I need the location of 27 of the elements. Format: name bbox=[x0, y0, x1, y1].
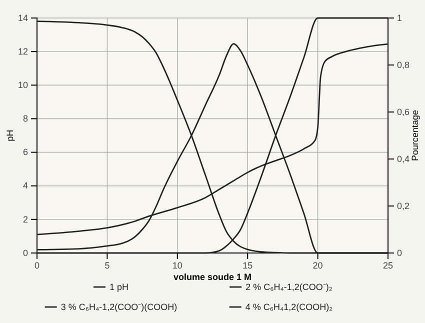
y2-tick-label: 0,6 bbox=[397, 106, 410, 117]
y-tick-label: 4 bbox=[22, 180, 28, 191]
legend-label: 4 % C₆H₄1,2(COOH)₂ bbox=[245, 302, 334, 312]
x-tick-label: 5 bbox=[104, 260, 110, 270]
x-tick-label: 25 bbox=[382, 260, 394, 270]
y2-tick-label: 0,8 bbox=[397, 60, 410, 70]
y2-tick-label: 0,2 bbox=[397, 200, 410, 211]
x-tick-label: 10 bbox=[172, 260, 182, 270]
y-tick-label: 14 bbox=[18, 12, 28, 23]
y-tick-label: 12 bbox=[18, 46, 28, 56]
legend-label: 1 pH bbox=[109, 282, 129, 292]
y-tick-label: 6 bbox=[22, 147, 28, 158]
y2-tick-label: 1 bbox=[397, 12, 402, 23]
x-axis-title: volume soude 1 M bbox=[173, 272, 252, 282]
y2-axis-title: Pourcentage bbox=[410, 110, 420, 162]
x-tick-label: 0 bbox=[34, 260, 40, 270]
y-tick-label: 10 bbox=[18, 80, 28, 90]
y-axis-title: pH bbox=[5, 130, 15, 142]
x-tick-label: 20 bbox=[312, 260, 323, 270]
x-tick-label: 15 bbox=[242, 260, 253, 270]
legend-label: 3 % C₆H₄-1,2(COO⁻)(COOH) bbox=[60, 302, 178, 312]
y2-tick-label: 0,4 bbox=[397, 154, 410, 164]
y-tick-label: 8 bbox=[22, 114, 28, 124]
y2-tick-label: 0 bbox=[397, 248, 402, 258]
legend-label: 2 % C₆H₄-1,2(COO⁻)₂ bbox=[246, 282, 333, 292]
y-tick-label: 0 bbox=[22, 248, 28, 258]
y-tick-label: 2 bbox=[22, 214, 28, 224]
